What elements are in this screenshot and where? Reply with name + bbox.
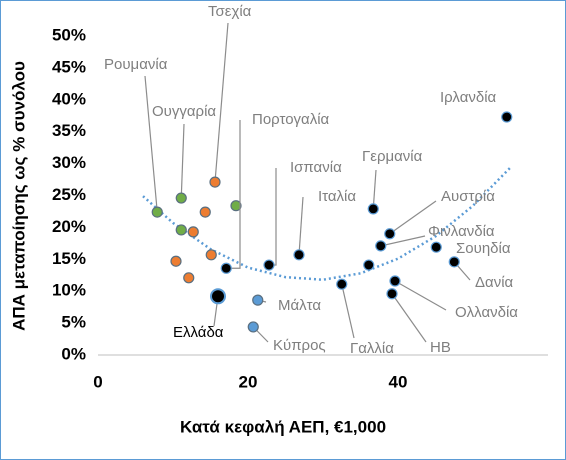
- leader-line: [180, 123, 185, 199]
- point: [252, 294, 264, 306]
- leader-line: [391, 293, 427, 343]
- y-tick-label: 50%: [52, 25, 86, 44]
- leader-line: [380, 235, 426, 247]
- point: [501, 111, 513, 123]
- leader-line: [214, 22, 229, 183]
- y-tick-label: 25%: [52, 185, 86, 204]
- point-label: Ιταλία: [318, 188, 356, 205]
- point-label: Τσεχία: [208, 3, 252, 20]
- trendline: [142, 166, 512, 281]
- leader-line: [341, 284, 355, 339]
- y-tick-label: 5%: [61, 313, 86, 332]
- y-tick-label: 10%: [52, 281, 86, 300]
- leader-line: [389, 200, 437, 235]
- point: [363, 259, 375, 271]
- point: [199, 206, 211, 218]
- point-label: Φινλανδία: [428, 223, 495, 240]
- point: [430, 241, 442, 253]
- point-label: Σουηδία: [456, 240, 511, 257]
- point: [151, 206, 163, 218]
- point-label: Πορτογαλία: [252, 111, 330, 128]
- point: [389, 275, 401, 287]
- point-label: Ολλανδία: [455, 304, 518, 321]
- point: [263, 259, 275, 271]
- y-tick-label: 30%: [52, 153, 86, 172]
- y-tick-label: 15%: [52, 249, 86, 268]
- point-label: Ελλάδα: [173, 324, 224, 341]
- leader-line: [144, 75, 158, 213]
- point: [386, 288, 398, 300]
- point-label: Ρουμανία: [104, 56, 168, 73]
- y-axis-title: ΑΠΑ μεταποίησης ως % συνόλου: [9, 61, 28, 331]
- x-axis-title: Κατά κεφαλή ΑΕΠ, €1,000: [180, 417, 386, 436]
- point: [448, 256, 460, 268]
- point: [375, 240, 387, 252]
- point: [183, 272, 195, 284]
- point-label: Κύπρος: [273, 337, 326, 354]
- point: [384, 228, 396, 240]
- point-label: ΗΒ: [430, 339, 451, 356]
- x-tick-label: 0: [93, 372, 102, 391]
- point: [210, 288, 226, 305]
- point: [247, 321, 259, 333]
- point: [220, 262, 232, 274]
- point: [367, 203, 379, 215]
- point-label: Γαλλία: [350, 340, 394, 357]
- leader-line: [372, 169, 377, 209]
- point-label: Γερμανία: [362, 148, 423, 165]
- point: [205, 249, 217, 261]
- point: [175, 224, 187, 236]
- leader-line: [298, 196, 304, 255]
- point: [293, 249, 305, 261]
- x-tick-label: 40: [389, 372, 408, 391]
- x-tick-label: 20: [239, 372, 258, 391]
- point: [170, 255, 182, 267]
- point: [230, 200, 242, 212]
- y-tick-label: 40%: [52, 89, 86, 108]
- point: [209, 176, 221, 188]
- y-tick-label: 45%: [52, 57, 86, 76]
- point-label: Δανία: [475, 274, 514, 291]
- y-tick-label: 0%: [61, 344, 86, 363]
- point-label: Ουγγαρία: [152, 103, 216, 120]
- point-label: Ιρλανδία: [440, 89, 497, 106]
- y-tick-label: 35%: [52, 121, 86, 140]
- point: [175, 192, 187, 204]
- point-label: Μάλτα: [278, 297, 321, 314]
- leader-line: [394, 280, 447, 311]
- point: [187, 226, 199, 238]
- point-label: Ισπανία: [290, 159, 342, 176]
- y-tick-label: 20%: [52, 217, 86, 236]
- point: [336, 278, 348, 290]
- point-label: Αυστρία: [441, 188, 495, 205]
